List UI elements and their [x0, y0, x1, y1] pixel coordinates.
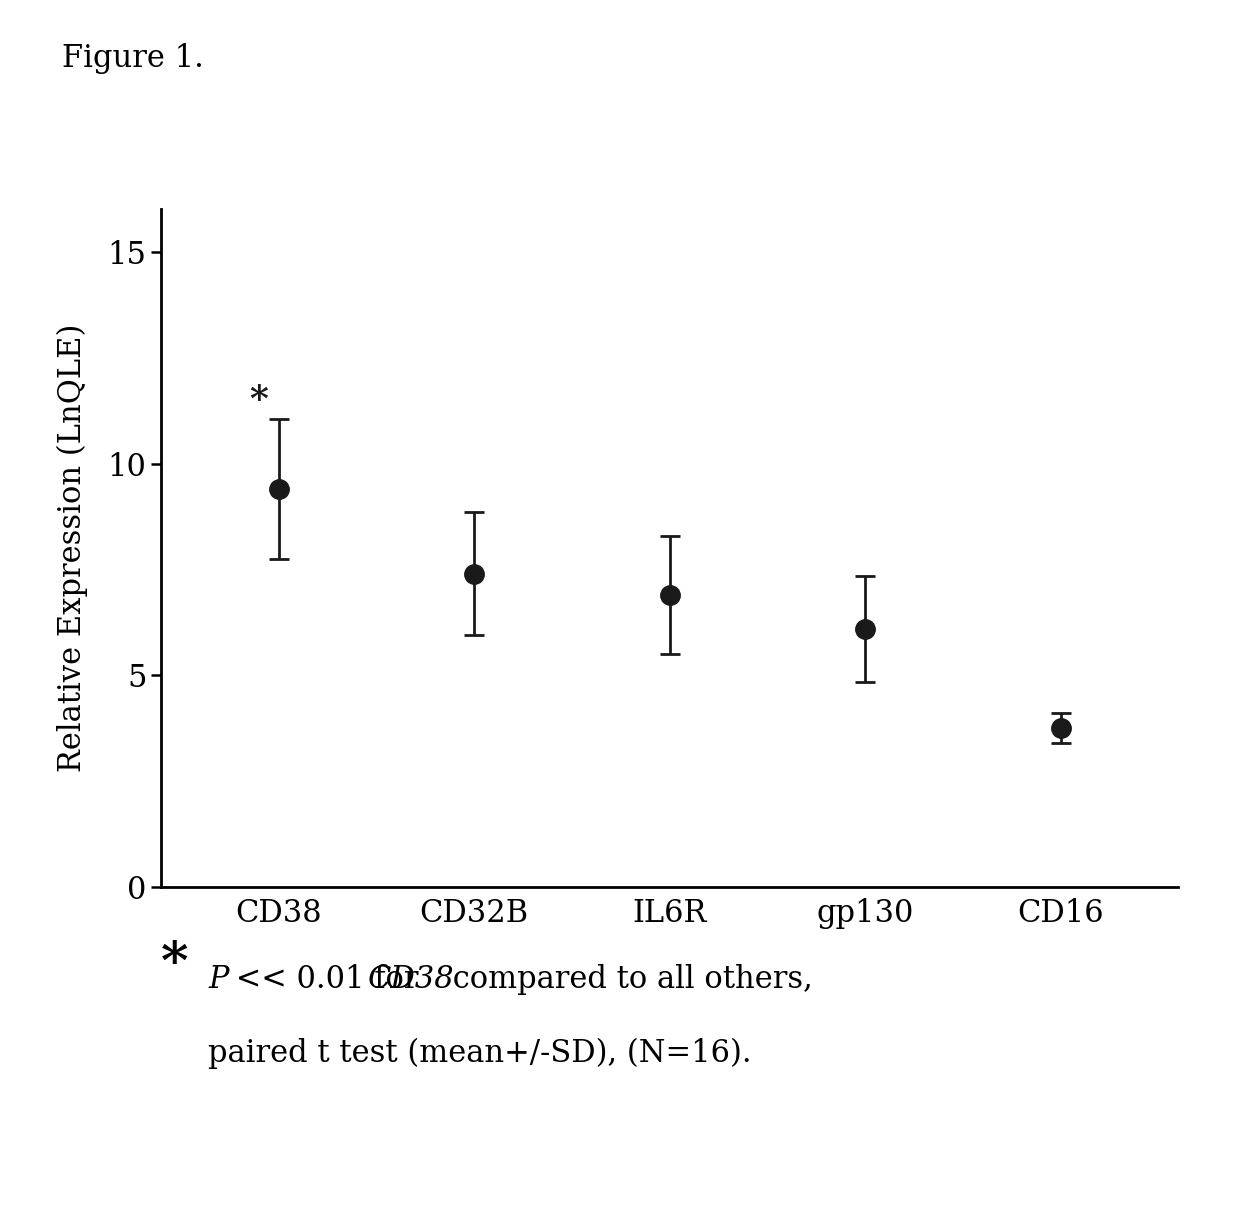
- Y-axis label: Relative Expression (LnQLE): Relative Expression (LnQLE): [57, 324, 88, 772]
- Text: *: *: [161, 939, 188, 991]
- Text: Figure 1.: Figure 1.: [62, 43, 203, 74]
- Text: P: P: [208, 963, 229, 995]
- Text: << 0.01 for: << 0.01 for: [226, 963, 428, 995]
- Text: paired t test (mean+/-SD), (N=16).: paired t test (mean+/-SD), (N=16).: [208, 1037, 751, 1069]
- Text: compared to all others,: compared to all others,: [443, 963, 812, 995]
- Text: CD38: CD38: [368, 963, 455, 995]
- Text: *: *: [249, 383, 268, 416]
